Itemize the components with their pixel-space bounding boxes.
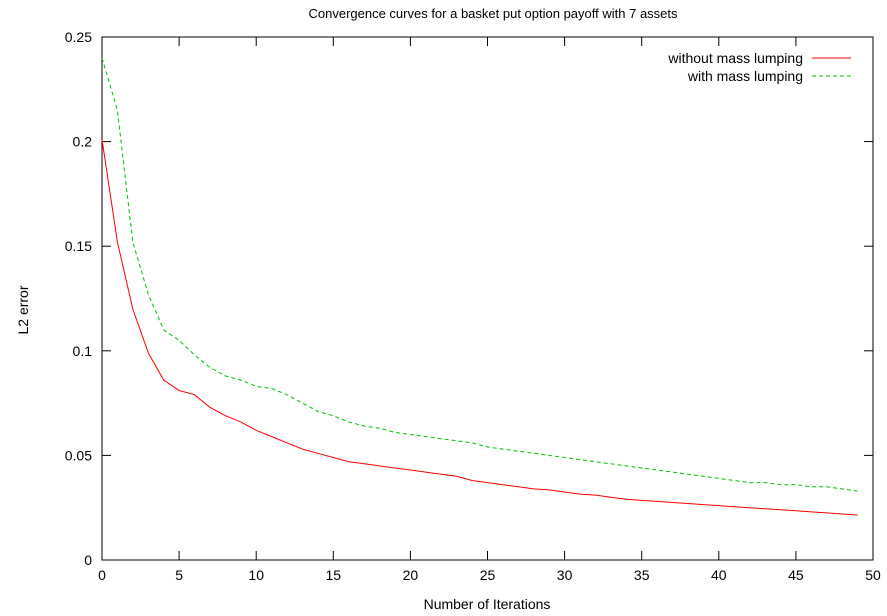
legend: without mass lumping with mass lumping xyxy=(667,50,851,84)
x-tick-label: 0 xyxy=(98,567,106,583)
series-group xyxy=(102,58,858,515)
x-tick-label: 35 xyxy=(634,567,650,583)
x-tick-label: 30 xyxy=(557,567,573,583)
x-tick-label: 15 xyxy=(326,567,342,583)
legend-label: without mass lumping xyxy=(667,50,803,66)
chart-title: Convergence curves for a basket put opti… xyxy=(308,6,678,21)
x-tick-label: 20 xyxy=(403,567,419,583)
x-tick-label: 10 xyxy=(248,567,264,583)
x-tick-label: 40 xyxy=(711,567,727,583)
y-tick-label: 0 xyxy=(84,552,92,568)
series-line-0 xyxy=(102,140,858,516)
x-axis: 0 5 10 15 20 25 30 35 40 45 50 xyxy=(98,37,881,583)
x-tick-label: 50 xyxy=(865,567,881,583)
y-axis: 0 0.05 0.1 0.15 0.2 0.25 xyxy=(65,29,873,568)
y-tick-label: 0.25 xyxy=(65,29,92,45)
y-tick-label: 0.05 xyxy=(65,447,92,463)
y-axis-label: L2 error xyxy=(15,285,31,334)
plot-frame xyxy=(102,37,873,560)
x-tick-label: 45 xyxy=(788,567,804,583)
series-line-1 xyxy=(102,58,858,491)
y-tick-label: 0.2 xyxy=(73,134,93,150)
x-tick-label: 25 xyxy=(480,567,496,583)
x-tick-label: 5 xyxy=(175,567,183,583)
y-tick-label: 0.15 xyxy=(65,238,92,254)
y-tick-label: 0.1 xyxy=(73,343,93,359)
x-axis-label: Number of Iterations xyxy=(424,596,551,612)
legend-label: with mass lumping xyxy=(687,68,803,84)
